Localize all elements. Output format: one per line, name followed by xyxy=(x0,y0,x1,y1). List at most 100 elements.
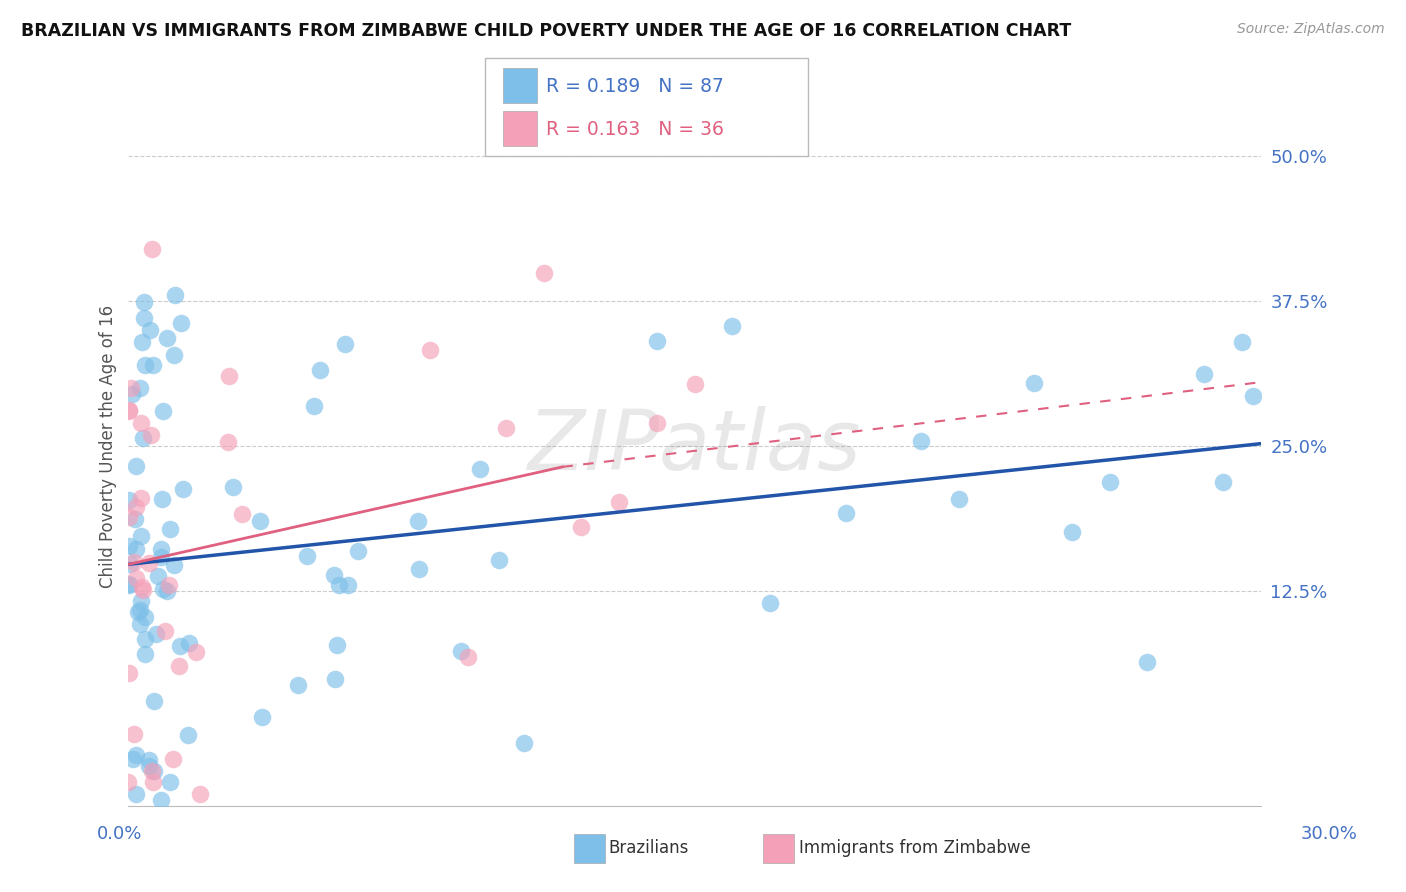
Point xyxy=(134,358,156,372)
Point xyxy=(149,550,172,565)
Point xyxy=(186,645,208,659)
Point xyxy=(124,512,146,526)
Point xyxy=(134,647,156,661)
Point xyxy=(302,399,325,413)
Point xyxy=(172,482,194,496)
Point xyxy=(759,596,782,610)
Point xyxy=(249,514,271,528)
Point xyxy=(138,753,160,767)
Point xyxy=(125,747,148,762)
Point xyxy=(129,491,152,506)
Point xyxy=(1098,475,1121,490)
Point xyxy=(1212,475,1234,490)
Point xyxy=(124,787,146,801)
Point xyxy=(948,491,970,506)
Point xyxy=(222,480,245,494)
Point xyxy=(231,507,253,521)
Point xyxy=(156,331,179,345)
Point xyxy=(721,318,744,333)
Point xyxy=(142,694,165,708)
Point xyxy=(129,416,152,430)
Point xyxy=(132,431,155,445)
Point xyxy=(152,404,174,418)
Point xyxy=(457,649,479,664)
Point xyxy=(607,494,630,508)
Point xyxy=(120,558,142,572)
Point xyxy=(127,605,149,619)
Point xyxy=(162,558,184,572)
Point xyxy=(683,376,706,391)
Point xyxy=(1230,334,1253,349)
Point xyxy=(336,578,359,592)
Point xyxy=(120,381,142,395)
Point xyxy=(122,727,145,741)
Point xyxy=(495,421,517,435)
Point xyxy=(333,337,356,351)
Point xyxy=(150,491,173,506)
Point xyxy=(118,577,141,591)
Point xyxy=(470,461,492,475)
Text: 30.0%: 30.0% xyxy=(1301,825,1357,843)
Point xyxy=(141,775,163,789)
Point xyxy=(138,758,160,772)
Point xyxy=(323,672,346,686)
Point xyxy=(408,562,430,576)
Point xyxy=(1136,655,1159,669)
Point xyxy=(170,316,193,330)
Point xyxy=(121,752,143,766)
Point xyxy=(152,582,174,596)
Point xyxy=(125,458,148,473)
Point xyxy=(129,528,152,542)
Point xyxy=(163,348,186,362)
Point xyxy=(569,520,592,534)
Y-axis label: Child Poverty Under the Age of 16: Child Poverty Under the Age of 16 xyxy=(100,304,117,588)
Text: Source: ZipAtlas.com: Source: ZipAtlas.com xyxy=(1237,22,1385,37)
Point xyxy=(162,752,184,766)
Point xyxy=(308,363,330,377)
Point xyxy=(134,609,156,624)
Point xyxy=(328,577,350,591)
Point xyxy=(188,787,211,801)
Point xyxy=(118,510,141,524)
Point xyxy=(153,624,176,638)
Point xyxy=(156,583,179,598)
Point xyxy=(124,500,146,515)
Point xyxy=(118,539,141,553)
Point xyxy=(148,569,170,583)
Point xyxy=(169,639,191,653)
Point xyxy=(450,644,472,658)
Text: Brazilians: Brazilians xyxy=(609,839,689,857)
Point xyxy=(488,552,510,566)
Point xyxy=(645,416,668,430)
Point xyxy=(132,295,155,310)
Point xyxy=(1024,376,1046,390)
Point xyxy=(134,632,156,647)
Point xyxy=(1060,525,1083,540)
Point xyxy=(122,555,145,569)
Point xyxy=(128,617,150,632)
Point xyxy=(128,603,150,617)
Point xyxy=(533,267,555,281)
Point xyxy=(118,404,141,418)
Point xyxy=(118,402,141,417)
Point xyxy=(118,492,141,507)
Text: R = 0.189   N = 87: R = 0.189 N = 87 xyxy=(546,77,724,96)
Point xyxy=(513,736,536,750)
Point xyxy=(910,434,932,449)
Point xyxy=(149,793,172,807)
Point xyxy=(132,582,155,597)
Text: 0.0%: 0.0% xyxy=(97,825,142,843)
Point xyxy=(125,542,148,557)
Point xyxy=(834,506,856,520)
Point xyxy=(129,594,152,608)
Point xyxy=(177,728,200,742)
Point xyxy=(117,775,139,789)
Point xyxy=(1241,389,1264,403)
Text: R = 0.163   N = 36: R = 0.163 N = 36 xyxy=(546,120,724,139)
Point xyxy=(1192,367,1215,381)
Point xyxy=(163,288,186,302)
Point xyxy=(131,580,153,594)
Text: BRAZILIAN VS IMMIGRANTS FROM ZIMBABWE CHILD POVERTY UNDER THE AGE OF 16 CORRELAT: BRAZILIAN VS IMMIGRANTS FROM ZIMBABWE CH… xyxy=(21,22,1071,40)
Point xyxy=(118,578,141,592)
Point xyxy=(138,556,160,570)
